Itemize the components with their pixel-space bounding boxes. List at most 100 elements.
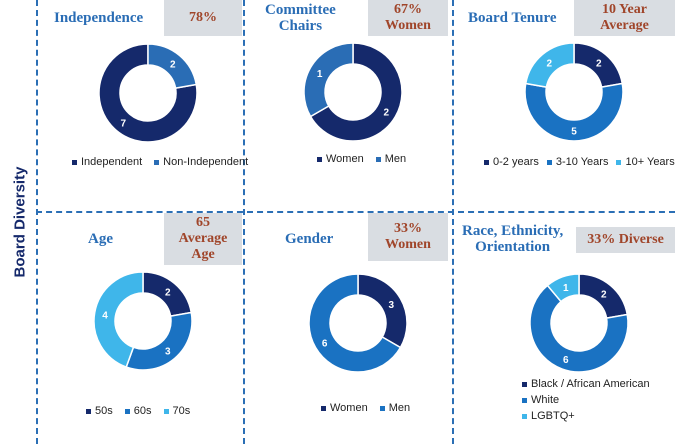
badge-line: Average xyxy=(600,18,649,33)
legend-swatch xyxy=(546,159,552,165)
panel-title-line: Committee xyxy=(265,2,336,18)
badge-line: Women xyxy=(385,18,431,33)
sidebar-title: Board Diversity xyxy=(11,166,29,278)
donut-slice-non-independent xyxy=(147,43,198,90)
panel-title: Independence xyxy=(54,10,143,26)
legend-item: Independent xyxy=(72,156,142,168)
legend-swatch xyxy=(522,413,527,419)
legend-item: Women xyxy=(317,153,364,165)
panel-title-line: Age xyxy=(88,231,113,247)
panel-badge: 10 Year Average xyxy=(574,0,675,36)
donut-data-label: 2 xyxy=(165,288,171,299)
legend-label: 0-2 years xyxy=(493,156,539,168)
panel-badge: 65 Average Age xyxy=(164,213,242,265)
legend-item: Black / African American xyxy=(522,378,650,390)
donut-chart: 2 6 1 xyxy=(529,273,629,373)
donut-slice-independent xyxy=(98,43,198,143)
legend-swatch xyxy=(321,405,326,411)
panel-title: Gender xyxy=(285,231,333,247)
panel-title: Age xyxy=(88,231,113,247)
divider xyxy=(36,211,675,213)
donut-data-label: 2 xyxy=(170,60,176,71)
panel-title-line: Orientation xyxy=(475,239,551,255)
legend-label: 60s xyxy=(133,405,152,417)
badge-line: Women xyxy=(385,237,431,252)
legend-swatch xyxy=(72,159,77,165)
legend-label: 10+ Years xyxy=(625,156,675,168)
donut-data-label: 6 xyxy=(322,338,328,349)
legend-label: Non-Independent xyxy=(163,156,249,168)
sidebar: Board Diversity xyxy=(0,0,36,444)
legend: 0-2 years 3-10 Years 10+ Years xyxy=(484,156,675,168)
legend-label: Independent xyxy=(81,156,143,168)
legend: Women Men xyxy=(317,153,406,165)
donut-chart: 21 xyxy=(303,42,403,142)
legend-swatch xyxy=(522,397,527,403)
legend: Women Men xyxy=(321,402,410,414)
donut-data-label: 2 xyxy=(384,107,390,118)
donut-slice-women xyxy=(309,42,403,142)
legend-swatch xyxy=(317,156,322,162)
legend-swatch xyxy=(86,408,91,414)
legend-label: White xyxy=(531,394,560,406)
donut-data-label: 1 xyxy=(563,283,569,294)
panel-title: Committee Chairs xyxy=(265,2,336,34)
legend-item: 0-2 years xyxy=(484,156,539,168)
panel-title: Board Tenure xyxy=(468,10,557,26)
panel-race-ethnicity: Race, Ethnicity, Orientation 33% Diverse… xyxy=(454,213,675,444)
panel-gender: Gender 33% Women 3 6 Women Men xyxy=(245,213,450,444)
legend-item: LGBTQ+ xyxy=(522,410,650,422)
legend-swatch xyxy=(163,408,169,414)
legend-item: White xyxy=(522,394,650,406)
panel-badge: 33% Women xyxy=(368,213,448,261)
legend-item: Women xyxy=(321,402,368,414)
badge-line: Age xyxy=(191,247,215,262)
donut-data-label: 2 xyxy=(546,59,552,70)
badge-line: 33% xyxy=(394,221,422,236)
donut-slice-60s xyxy=(125,311,193,371)
donut-slice-10-years xyxy=(524,42,575,89)
panel-title-line: Board Tenure xyxy=(468,10,557,26)
donut-slice-70s xyxy=(93,271,144,369)
donut-chart: 2 5 2 xyxy=(524,42,624,142)
badge-line: Average xyxy=(178,231,228,246)
panel-title-line: Chairs xyxy=(278,18,323,34)
donut-slice-men xyxy=(308,273,402,373)
badge-line: 10 Year xyxy=(602,2,647,17)
legend: Black / African American White LGBTQ+ xyxy=(522,378,650,422)
donut-data-label: 3 xyxy=(389,300,395,311)
badge-line: 78% xyxy=(189,10,217,25)
panel-badge: 67% Women xyxy=(368,0,448,36)
badge-line: 67% xyxy=(394,2,422,17)
legend: 50s 60s 70s xyxy=(86,405,190,417)
divider xyxy=(452,0,454,444)
legend-label: Women xyxy=(330,402,368,414)
divider xyxy=(243,0,245,444)
panel-badge: 78% xyxy=(164,0,242,36)
donut-data-label: 4 xyxy=(102,310,108,321)
legend-label: Women xyxy=(326,153,364,165)
donut-slice-men xyxy=(303,42,354,118)
donut-slice-lgbtq- xyxy=(546,273,580,303)
legend-item: 3-10 Years xyxy=(546,156,609,168)
donut-data-label: 5 xyxy=(571,127,577,138)
panel-board-tenure: Board Tenure 10 Year Average 2 5 2 0-2 yea… xyxy=(454,0,675,211)
legend-label: 3-10 Years xyxy=(555,156,609,168)
legend-swatch xyxy=(375,156,381,162)
legend-label: 70s xyxy=(172,405,191,417)
badge-line: 65 xyxy=(196,215,210,230)
legend-item: Men xyxy=(375,153,406,165)
legend-item: 10+ Years xyxy=(616,156,675,168)
legend-swatch xyxy=(379,405,385,411)
donut-data-label: 1 xyxy=(317,69,323,80)
panel-age: Age 65 Average Age 2 3 4 50s 60s 70s xyxy=(38,213,243,444)
donut-data-label: 6 xyxy=(563,355,569,366)
legend-item: 70s xyxy=(163,405,191,417)
legend: Independent Non-Independent xyxy=(72,156,248,168)
legend-label: Men xyxy=(388,402,411,414)
panel-title-line: Gender xyxy=(285,231,334,247)
donut-data-label: 2 xyxy=(601,290,607,301)
legend-item: 50s xyxy=(86,405,113,417)
